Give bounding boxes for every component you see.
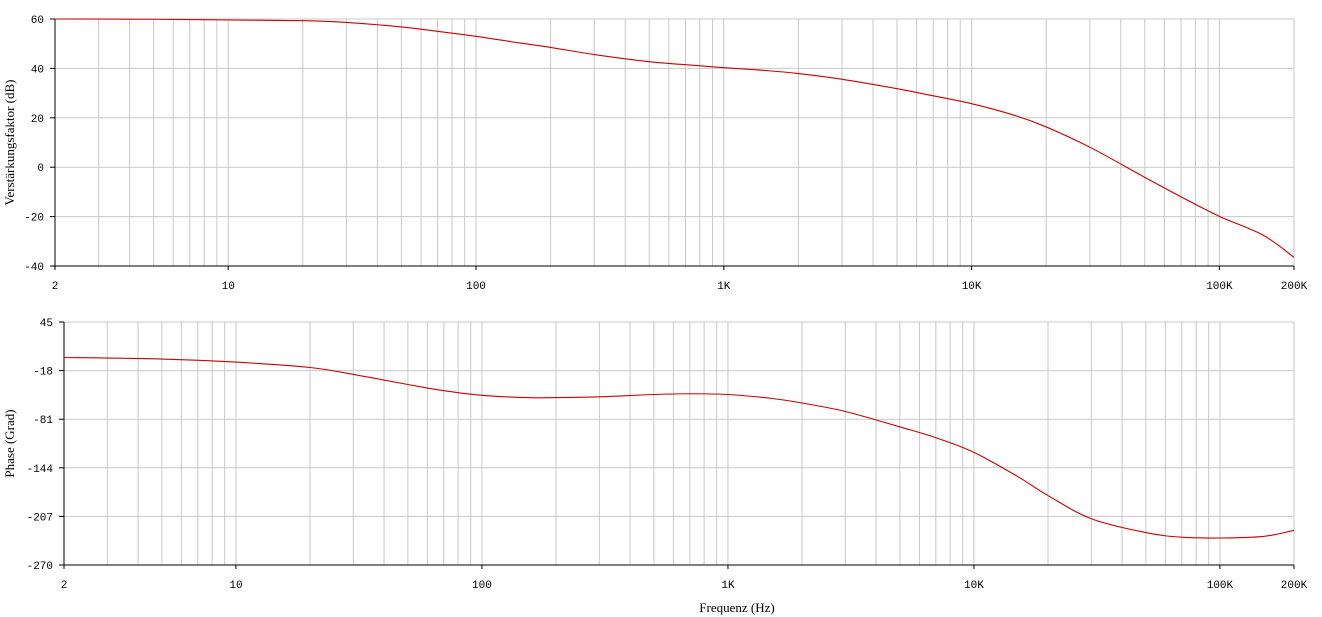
panel-2-y-tick-label: 45: [40, 318, 53, 330]
panel-2-y-tick-label: -144: [27, 464, 54, 476]
panel-2-x-axis-title: Frequenz (Hz): [699, 600, 774, 615]
panel-2-series-1-line: [63, 356, 1295, 539]
panel-2-y-axis-title: Phase (Grad): [2, 409, 17, 477]
panel-1-y-tick-label: -20: [24, 213, 44, 225]
panel-1-x-tick-label: 100K: [1206, 281, 1233, 293]
panel-1-x-tick-label: 200K: [1281, 281, 1308, 293]
panel-2-y-tick-label: -207: [27, 512, 53, 524]
panel-1-y-tick-label: 0: [37, 163, 44, 175]
panel-1-x-tick-label: 10K: [962, 281, 982, 293]
panel-2-y-tick-label: -270: [27, 561, 53, 573]
panel-1-x-tick-label: 1K: [717, 281, 731, 293]
panel-2-x-tick-label: 100: [472, 580, 492, 592]
panel-2-x-tick-label: 2: [61, 580, 68, 592]
panel-2-x-tick-label: 100K: [1207, 580, 1234, 592]
panel-2-x-tick-label: 200K: [1281, 580, 1308, 592]
panel-1-x-tick-label: 100: [466, 281, 486, 293]
panel-1-x-tick-label: 10: [222, 281, 235, 293]
panel-2-x-tick-label: 10K: [964, 580, 984, 592]
panel-1-y-tick-label: -40: [24, 262, 44, 274]
panel-1-x-tick-label: 2: [52, 281, 59, 293]
panel-2-x-tick-label: 1K: [721, 580, 735, 592]
panel-2-y-tick-label: -81: [33, 415, 53, 427]
panel-2-x-tick-label: 10: [229, 580, 242, 592]
panel-1-y-tick-label: 20: [31, 114, 44, 126]
panel-1-series-1-line: [54, 18, 1295, 258]
panel-1-y-tick-label: 40: [31, 64, 44, 76]
panel-2-y-tick-label: -18: [33, 367, 53, 379]
panel-1-y-axis-title: Verstärkungsfaktor (dB): [2, 80, 17, 206]
panel-1-y-tick-label: 60: [31, 15, 44, 27]
